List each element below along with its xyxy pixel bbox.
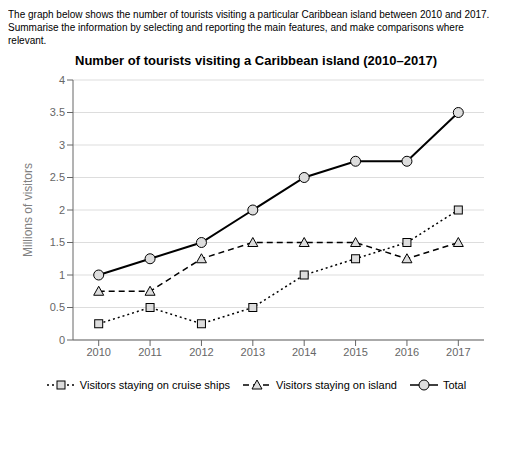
html-text:Number of tourists visiting a: Number of tourists visiting a Caribbean …	[75, 53, 437, 68]
svg-text:0: 0	[59, 334, 65, 346]
html-text:Summarise the information by s: Summarise the information by selecting a…	[8, 22, 464, 46]
svg-text:4: 4	[59, 74, 65, 86]
html-text:Visitors staying on island: Visitors staying on island	[276, 379, 397, 391]
svg-text:2010: 2010	[86, 346, 110, 358]
svg-text:2011: 2011	[138, 346, 162, 358]
svg-text:2013: 2013	[241, 346, 265, 358]
svg-text:0.5: 0.5	[50, 301, 65, 313]
svg-text:Millions of visitors: Millions of visitors	[21, 163, 35, 257]
svg-text:3: 3	[59, 139, 65, 151]
svg-text:2014: 2014	[292, 346, 316, 358]
svg-text:2017: 2017	[446, 346, 470, 358]
svg-text:2016: 2016	[395, 346, 419, 358]
svg-text:2012: 2012	[189, 346, 213, 358]
html-text:Total: Total	[442, 379, 467, 391]
svg-text:2015: 2015	[343, 346, 367, 358]
html-text:The graph below shows the numb: The graph below shows the number of tour…	[8, 9, 490, 20]
svg-text:1.5: 1.5	[50, 236, 65, 248]
svg-text:2.5: 2.5	[50, 171, 65, 183]
svg-text:2: 2	[59, 204, 65, 216]
html-text:Visitors staying on cruise shi: Visitors staying on cruise ships	[79, 379, 230, 391]
svg-text:3.5: 3.5	[50, 106, 65, 118]
svg-text:1: 1	[59, 269, 65, 281]
